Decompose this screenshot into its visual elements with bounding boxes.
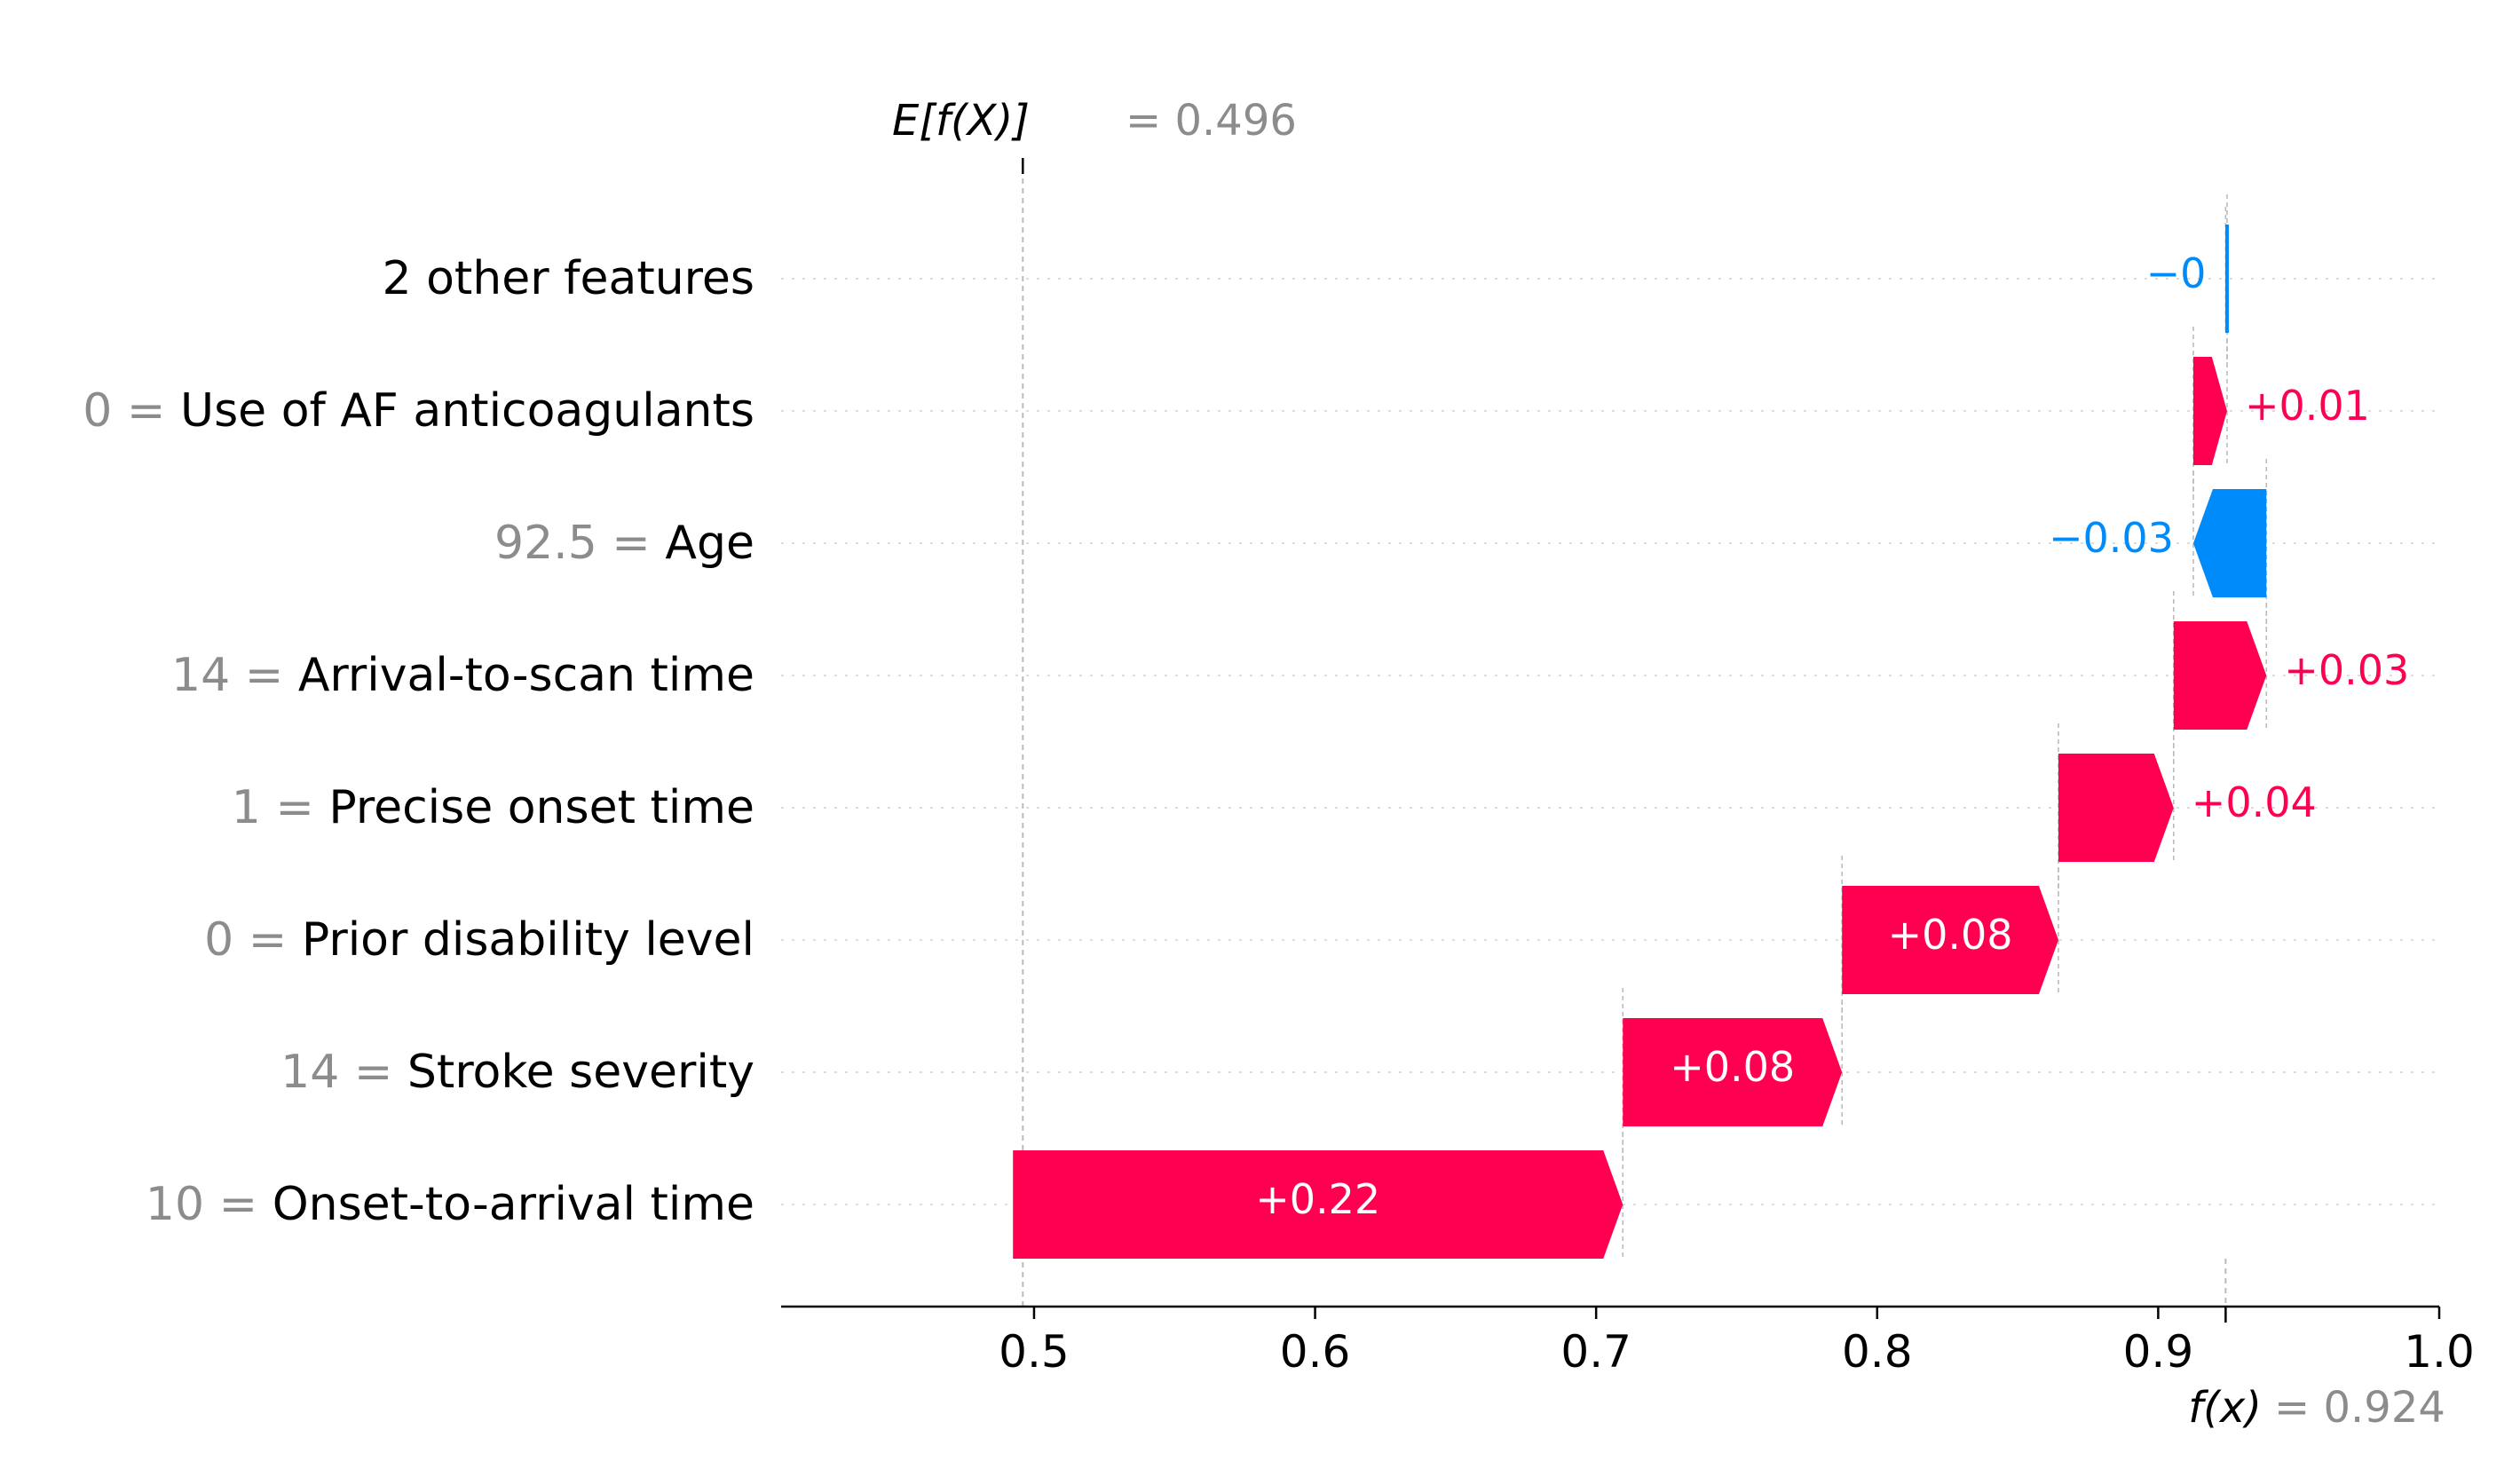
contribution-label: +0.08 xyxy=(1888,911,2013,959)
x-tick-label: 0.8 xyxy=(1842,1326,1913,1378)
contribution-bar xyxy=(1623,1018,1843,1126)
feature-name: 2 other features xyxy=(382,252,754,305)
feature-label: 14 = Stroke severity xyxy=(280,1046,754,1099)
x-tick-label: 0.5 xyxy=(999,1326,1070,1378)
feature-name: Age xyxy=(665,517,754,570)
contribution-label: −0 xyxy=(2146,249,2207,297)
x-tick-label: 0.6 xyxy=(1280,1326,1351,1378)
contribution-bar xyxy=(2173,621,2267,730)
connectors xyxy=(1022,169,2268,1307)
contribution-label: +0.03 xyxy=(2284,646,2409,694)
x-tick-label: 0.7 xyxy=(1560,1326,1631,1378)
contribution-label: +0.01 xyxy=(2245,382,2370,430)
base-value-number: = 0.496 xyxy=(1126,96,1297,146)
feature-label: 2 other features xyxy=(382,252,754,305)
base-value-label: E[f(X)] xyxy=(892,96,1030,146)
feature-label: 1 = Precise onset time xyxy=(232,781,754,834)
base-value-annotation: E[f(X)] = 0.496 xyxy=(892,96,1297,174)
contribution-label: +0.04 xyxy=(2192,778,2317,826)
feature-label: 10 = Onset-to-arrival time xyxy=(146,1178,754,1231)
contribution-bar xyxy=(2192,357,2227,465)
x-tick-label: 1.0 xyxy=(2404,1326,2475,1378)
output-value-label: f(x) xyxy=(2188,1383,2262,1433)
feature-value: 14 = xyxy=(280,1046,407,1099)
feature-name: Precise onset time xyxy=(328,781,754,834)
row-grid xyxy=(781,278,2439,1205)
feature-label: 92.5 = Age xyxy=(494,517,754,570)
contribution-bar xyxy=(2058,754,2174,862)
x-axis: 0.5 0.6 0.7 0.8 0.9 1.0 xyxy=(781,1305,2475,1378)
feature-name: Prior disability level xyxy=(302,913,754,967)
contribution-bar xyxy=(2192,489,2267,597)
feature-value: 0 = xyxy=(83,384,180,438)
feature-name: Use of AF anticoagulants xyxy=(180,384,754,438)
feature-value: 0 = xyxy=(204,913,302,967)
feature-name: Onset-to-arrival time xyxy=(273,1178,754,1231)
feature-value: 10 = xyxy=(146,1178,273,1231)
feature-name: Arrival-to-scan time xyxy=(298,649,754,702)
bars xyxy=(1013,225,2267,1259)
x-tick-label: 0.9 xyxy=(2123,1326,2194,1378)
contribution-label: +0.22 xyxy=(1255,1175,1380,1223)
feature-label: 0 = Use of AF anticoagulants xyxy=(83,384,754,438)
output-value-number: = 0.924 xyxy=(2274,1383,2445,1433)
feature-label: 0 = Prior disability level xyxy=(204,913,754,967)
feature-value: 1 = xyxy=(232,781,329,834)
feature-value: 92.5 = xyxy=(494,517,665,570)
contribution-label: +0.08 xyxy=(1670,1043,1795,1091)
output-value-annotation: f(x) = 0.924 xyxy=(2188,1307,2445,1433)
contribution-bar xyxy=(1842,886,2058,994)
feature-label: 14 = Arrival-to-scan time xyxy=(171,649,754,702)
contribution-bar xyxy=(1013,1150,1623,1259)
feature-labels: 2 other features −0 0 = Use of AF anticoag… xyxy=(83,249,2409,1231)
feature-value: 14 = xyxy=(171,649,298,702)
contribution-label: −0.03 xyxy=(2049,514,2174,562)
feature-name: Stroke severity xyxy=(407,1046,754,1099)
